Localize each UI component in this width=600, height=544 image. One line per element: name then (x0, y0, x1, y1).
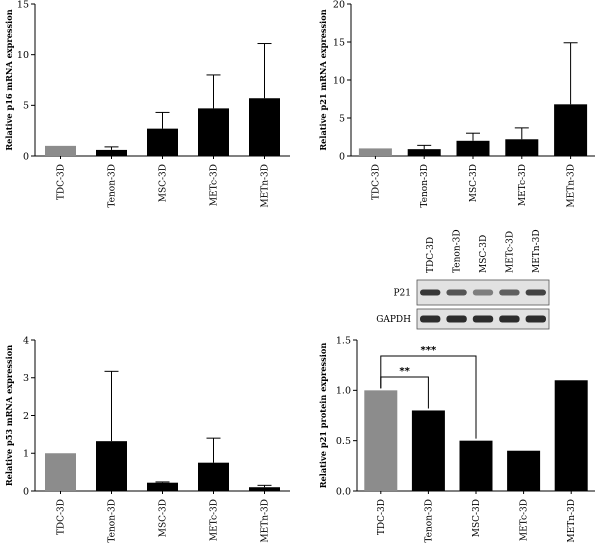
x-tick-label: METn-3D (567, 499, 577, 543)
blot-row-label: GAPDH (376, 315, 411, 325)
blot-lane-label: MSC-3D (479, 235, 489, 273)
x-tick-label: MSC-3D (469, 164, 479, 202)
bar-tdc-3d (45, 145, 76, 156)
x-tick-label: Tenon-3D (108, 499, 118, 543)
p21-mrna-chart: 0 5 10 15 20 Relative p21 mRNA expression TDC-… (318, 0, 595, 208)
x-tick-label: Tenon-3D (424, 499, 434, 543)
blot-lane-label: METn-3D (532, 229, 542, 273)
x-tick-label: MSC-3D (159, 164, 169, 202)
blot-lane-label: Tenon-3D (453, 229, 463, 273)
bar-tenon-3d (96, 441, 127, 491)
blot-band (525, 289, 546, 296)
significance-label: ** (399, 366, 410, 377)
blot-band (446, 315, 467, 323)
x-tick-label: TDC-3D (57, 499, 67, 535)
y-tick-label: 0.5 (336, 436, 351, 447)
y-tick-label: 1.5 (336, 335, 351, 346)
bar-tenon-3d (96, 149, 127, 156)
x-tick-label: TDC-3D (371, 164, 381, 200)
p53-mrna-chart: 0 1 2 3 4 Relative p53 mRNA expression TDC-3D T… (4, 335, 290, 543)
bar-msc-3d (147, 482, 178, 491)
blot-lane-label: METc-3D (505, 231, 515, 273)
bar-tdc-3d (364, 390, 398, 491)
blot-band (472, 315, 494, 323)
x-tick-label: METc-3D (210, 164, 220, 206)
bar-tdc-3d (45, 453, 76, 491)
blot-band (499, 315, 520, 323)
y-tick-label: 10 (333, 75, 345, 86)
y-tick-label: 2 (23, 411, 29, 422)
x-tick-label: Tenon-3D (420, 164, 430, 208)
blot-band (420, 315, 441, 323)
significance-label: *** (421, 345, 437, 356)
bar-msc-3d (456, 140, 490, 156)
x-tick-label: METn-3D (567, 164, 577, 208)
x-tick-label: METc-3D (210, 499, 220, 541)
y-tick-label: 1 (23, 449, 29, 460)
x-tick-label: MSC-3D (472, 499, 482, 537)
bar-metc-3d (505, 139, 539, 156)
x-tick-label: METn-3D (261, 164, 271, 208)
y-tick-label: 20 (333, 0, 345, 10)
blot-lane-label: TDC-3D (426, 237, 436, 273)
bar-tdc-3d (358, 148, 392, 156)
bar-metc-3d (198, 108, 229, 156)
y-tick-label: 5 (339, 113, 345, 124)
bar-metc-3d (198, 462, 229, 491)
x-tick-label: TDC-3D (377, 499, 387, 535)
y-tick-label: 5 (23, 101, 29, 112)
x-tick-label: TDC-3D (57, 164, 67, 200)
blot-band (499, 289, 520, 296)
y-tick-label: 0 (23, 486, 29, 497)
y-axis-label: Relative p21 protein expression (318, 343, 328, 489)
y-tick-label: 0.0 (336, 486, 351, 497)
y-tick-label: 0 (339, 151, 345, 162)
y-axis-label: Relative p16 mRNA expression (4, 9, 14, 150)
bar-msc-3d (459, 440, 493, 491)
significance-bracket (380, 355, 477, 439)
bar-metn-3d (249, 98, 280, 156)
bar-metn-3d (554, 104, 588, 156)
y-tick-label: 15 (333, 37, 345, 48)
y-tick-label: 0 (23, 151, 29, 162)
x-tick-label: MSC-3D (159, 499, 169, 537)
y-tick-label: 15 (17, 0, 29, 10)
bar-metn-3d (249, 487, 280, 491)
y-tick-label: 3 (23, 373, 29, 384)
x-tick-label: METn-3D (261, 499, 271, 543)
bar-tenon-3d (407, 149, 441, 156)
x-tick-label: METc-3D (518, 164, 528, 206)
bar-tenon-3d (411, 410, 445, 491)
bar-msc-3d (147, 128, 178, 156)
blot-row-label: P21 (393, 289, 411, 299)
bar-metc-3d (507, 450, 541, 491)
y-tick-label: 1.0 (336, 386, 351, 397)
blot-band (420, 289, 441, 296)
p21-protein-chart: 0.0 0.5 1.0 1.5 Relative p21 protein express… (318, 335, 595, 543)
y-tick-label: 10 (17, 50, 29, 61)
western-blot: TDC-3D Tenon-3D MSC-3D METc-3D METn-3D P21 GAP… (376, 229, 550, 330)
blot-band (525, 315, 546, 323)
x-tick-label: Tenon-3D (108, 164, 118, 208)
x-tick-label: METc-3D (520, 499, 530, 541)
y-axis-label: Relative p21 mRNA expression (318, 9, 328, 150)
y-axis-label: Relative p53 mRNA expression (4, 345, 14, 486)
blot-band (446, 289, 467, 296)
y-tick-label: 4 (23, 335, 29, 346)
bar-metn-3d (554, 380, 588, 491)
blot-band (472, 289, 494, 296)
